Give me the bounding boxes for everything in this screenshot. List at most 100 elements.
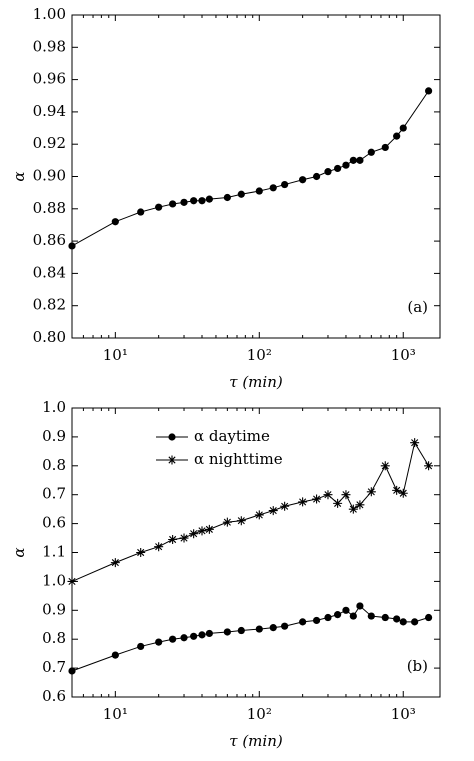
circle-marker [299,176,307,184]
circle-marker [399,618,407,626]
y-axis-label: α [10,547,28,557]
star-marker [341,490,351,500]
circle-marker [324,168,332,176]
star-marker [355,500,365,510]
x-tick-label: 10² [247,346,272,364]
circle-marker [255,625,263,633]
star-marker [136,548,146,557]
circle-marker [169,635,177,643]
circle-marker [205,195,213,203]
y-tick-label: 0.9 [42,427,66,445]
y-tick-label: 0.96 [33,70,66,88]
circle-marker [281,622,289,630]
star-marker [222,517,232,527]
circle-marker [223,193,231,202]
circle-marker [137,642,145,651]
circle-marker [168,433,176,441]
circle-marker [399,124,407,132]
circle-marker [190,632,198,640]
circle-marker [349,612,357,620]
y-tick-label: 0.7 [42,485,66,503]
circle-marker [312,172,321,181]
circle-marker [255,187,263,195]
circle-marker [269,624,277,632]
y-tick-label: 0.6 [42,687,66,705]
star-marker [410,438,420,448]
legend-label: α daytime [194,427,270,445]
circle-marker [393,132,401,140]
star-marker [280,501,290,511]
star-marker [168,534,178,544]
circle-marker [223,628,231,636]
star-marker [254,510,264,520]
circle-marker [111,651,119,659]
y-tick-label: 0.8 [42,456,66,474]
circle-marker [169,200,177,208]
star-marker [333,498,343,508]
circle-marker [342,606,350,614]
x-tick-label: 10¹ [103,705,128,723]
y-tick-label: 0.80 [33,328,66,346]
x-tick-label: 10² [247,705,272,723]
circle-marker [180,634,188,642]
circle-marker [367,612,375,620]
y-tick-label: 0.86 [33,231,66,249]
series-line [71,605,429,672]
circle-marker [155,638,163,646]
circle-marker [342,161,350,169]
star-marker [392,485,402,495]
circle-marker [180,198,188,206]
circle-marker [190,197,198,205]
circle-marker [411,618,419,626]
circle-marker [198,631,206,639]
circle-marker [425,87,433,95]
x-axis-label: τ (min) [229,373,283,391]
circle-marker [137,208,145,216]
circle-marker [68,667,76,675]
series-line [71,90,430,247]
y-tick-label: 1.0 [42,398,66,416]
circle-marker [205,629,213,638]
star-marker [189,529,199,539]
star-marker [67,576,77,586]
circle-marker [299,618,307,626]
circle-marker [324,613,332,622]
panel-label: (b) [407,657,428,675]
star-marker [154,542,164,552]
x-axis-label: τ (min) [229,732,283,750]
star-marker [236,516,246,526]
y-tick-label: 0.98 [33,37,66,55]
y-tick-label: 0.94 [33,102,66,120]
y-tick-label: 0.82 [33,296,66,314]
y-tick-label: 0.6 [42,514,66,532]
circle-marker [393,615,401,623]
circle-marker [349,156,357,164]
circle-marker [425,613,433,622]
circle-marker [198,197,206,205]
star-marker [366,487,376,497]
y-tick-label: 1.00 [33,5,66,23]
y-tick-label: 0.9 [42,600,66,618]
circle-marker [334,164,342,173]
circle-marker [367,148,375,156]
circle-marker [334,611,342,619]
star-marker [398,488,408,498]
y-tick-label: 0.88 [33,199,66,217]
y-tick-label: 0.8 [42,629,66,647]
star-marker [348,504,358,514]
circle-marker [68,242,76,250]
circle-marker [312,616,321,625]
y-tick-label: 0.7 [42,658,66,676]
y-tick-label: 1.0 [42,571,66,589]
x-tick-label: 10³ [391,705,416,723]
circle-marker [356,602,364,610]
circle-marker [237,626,245,635]
star-marker [424,461,434,471]
legend-label: α nighttime [194,450,283,468]
star-marker [380,461,390,471]
star-marker [197,526,207,536]
y-tick-label: 1.1 [42,543,66,561]
y-tick-label: 0.84 [33,263,66,281]
y-tick-label: 0.92 [33,134,66,152]
circle-marker [356,156,364,164]
